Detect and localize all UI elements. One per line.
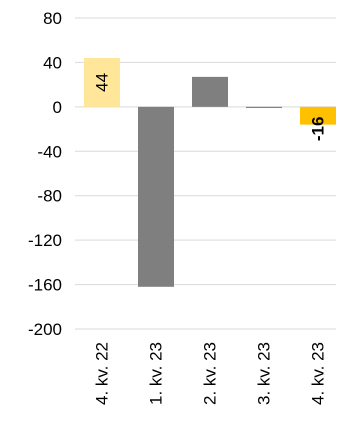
y-tick-label: -80	[37, 187, 62, 206]
bar-2	[192, 76, 228, 107]
y-tick-label: 0	[53, 98, 62, 117]
y-tick-label: 40	[43, 53, 62, 72]
y-tick-label: -120	[28, 231, 62, 250]
x-tick-label: 3. kv. 23	[255, 342, 274, 405]
y-tick-label: -160	[28, 276, 62, 295]
bar-1	[138, 106, 174, 287]
y-tick-label: 80	[43, 9, 62, 28]
x-tick-label: 2. kv. 23	[201, 342, 220, 405]
y-tick-label: -40	[37, 142, 62, 161]
x-tick-label: 1. kv. 23	[147, 342, 166, 405]
bar-0	[84, 57, 120, 107]
x-tick-label: 4. kv. 23	[309, 342, 328, 405]
data-labels: 44 -16	[93, 73, 328, 141]
y-tick-label: -200	[28, 320, 62, 339]
x-axis: 4. kv. 22 1. kv. 23 2. kv. 23 3. kv. 23 4. k…	[93, 342, 328, 405]
x-tick-label: 4. kv. 22	[93, 342, 112, 405]
data-label-4: -16	[309, 117, 328, 142]
y-axis: 80 40 0 -40 -80 -120 -160 -200	[28, 9, 62, 339]
bar-4	[300, 106, 336, 125]
bars-layer	[84, 57, 336, 287]
bar-3	[246, 106, 282, 108]
data-label-0: 44	[93, 73, 112, 92]
